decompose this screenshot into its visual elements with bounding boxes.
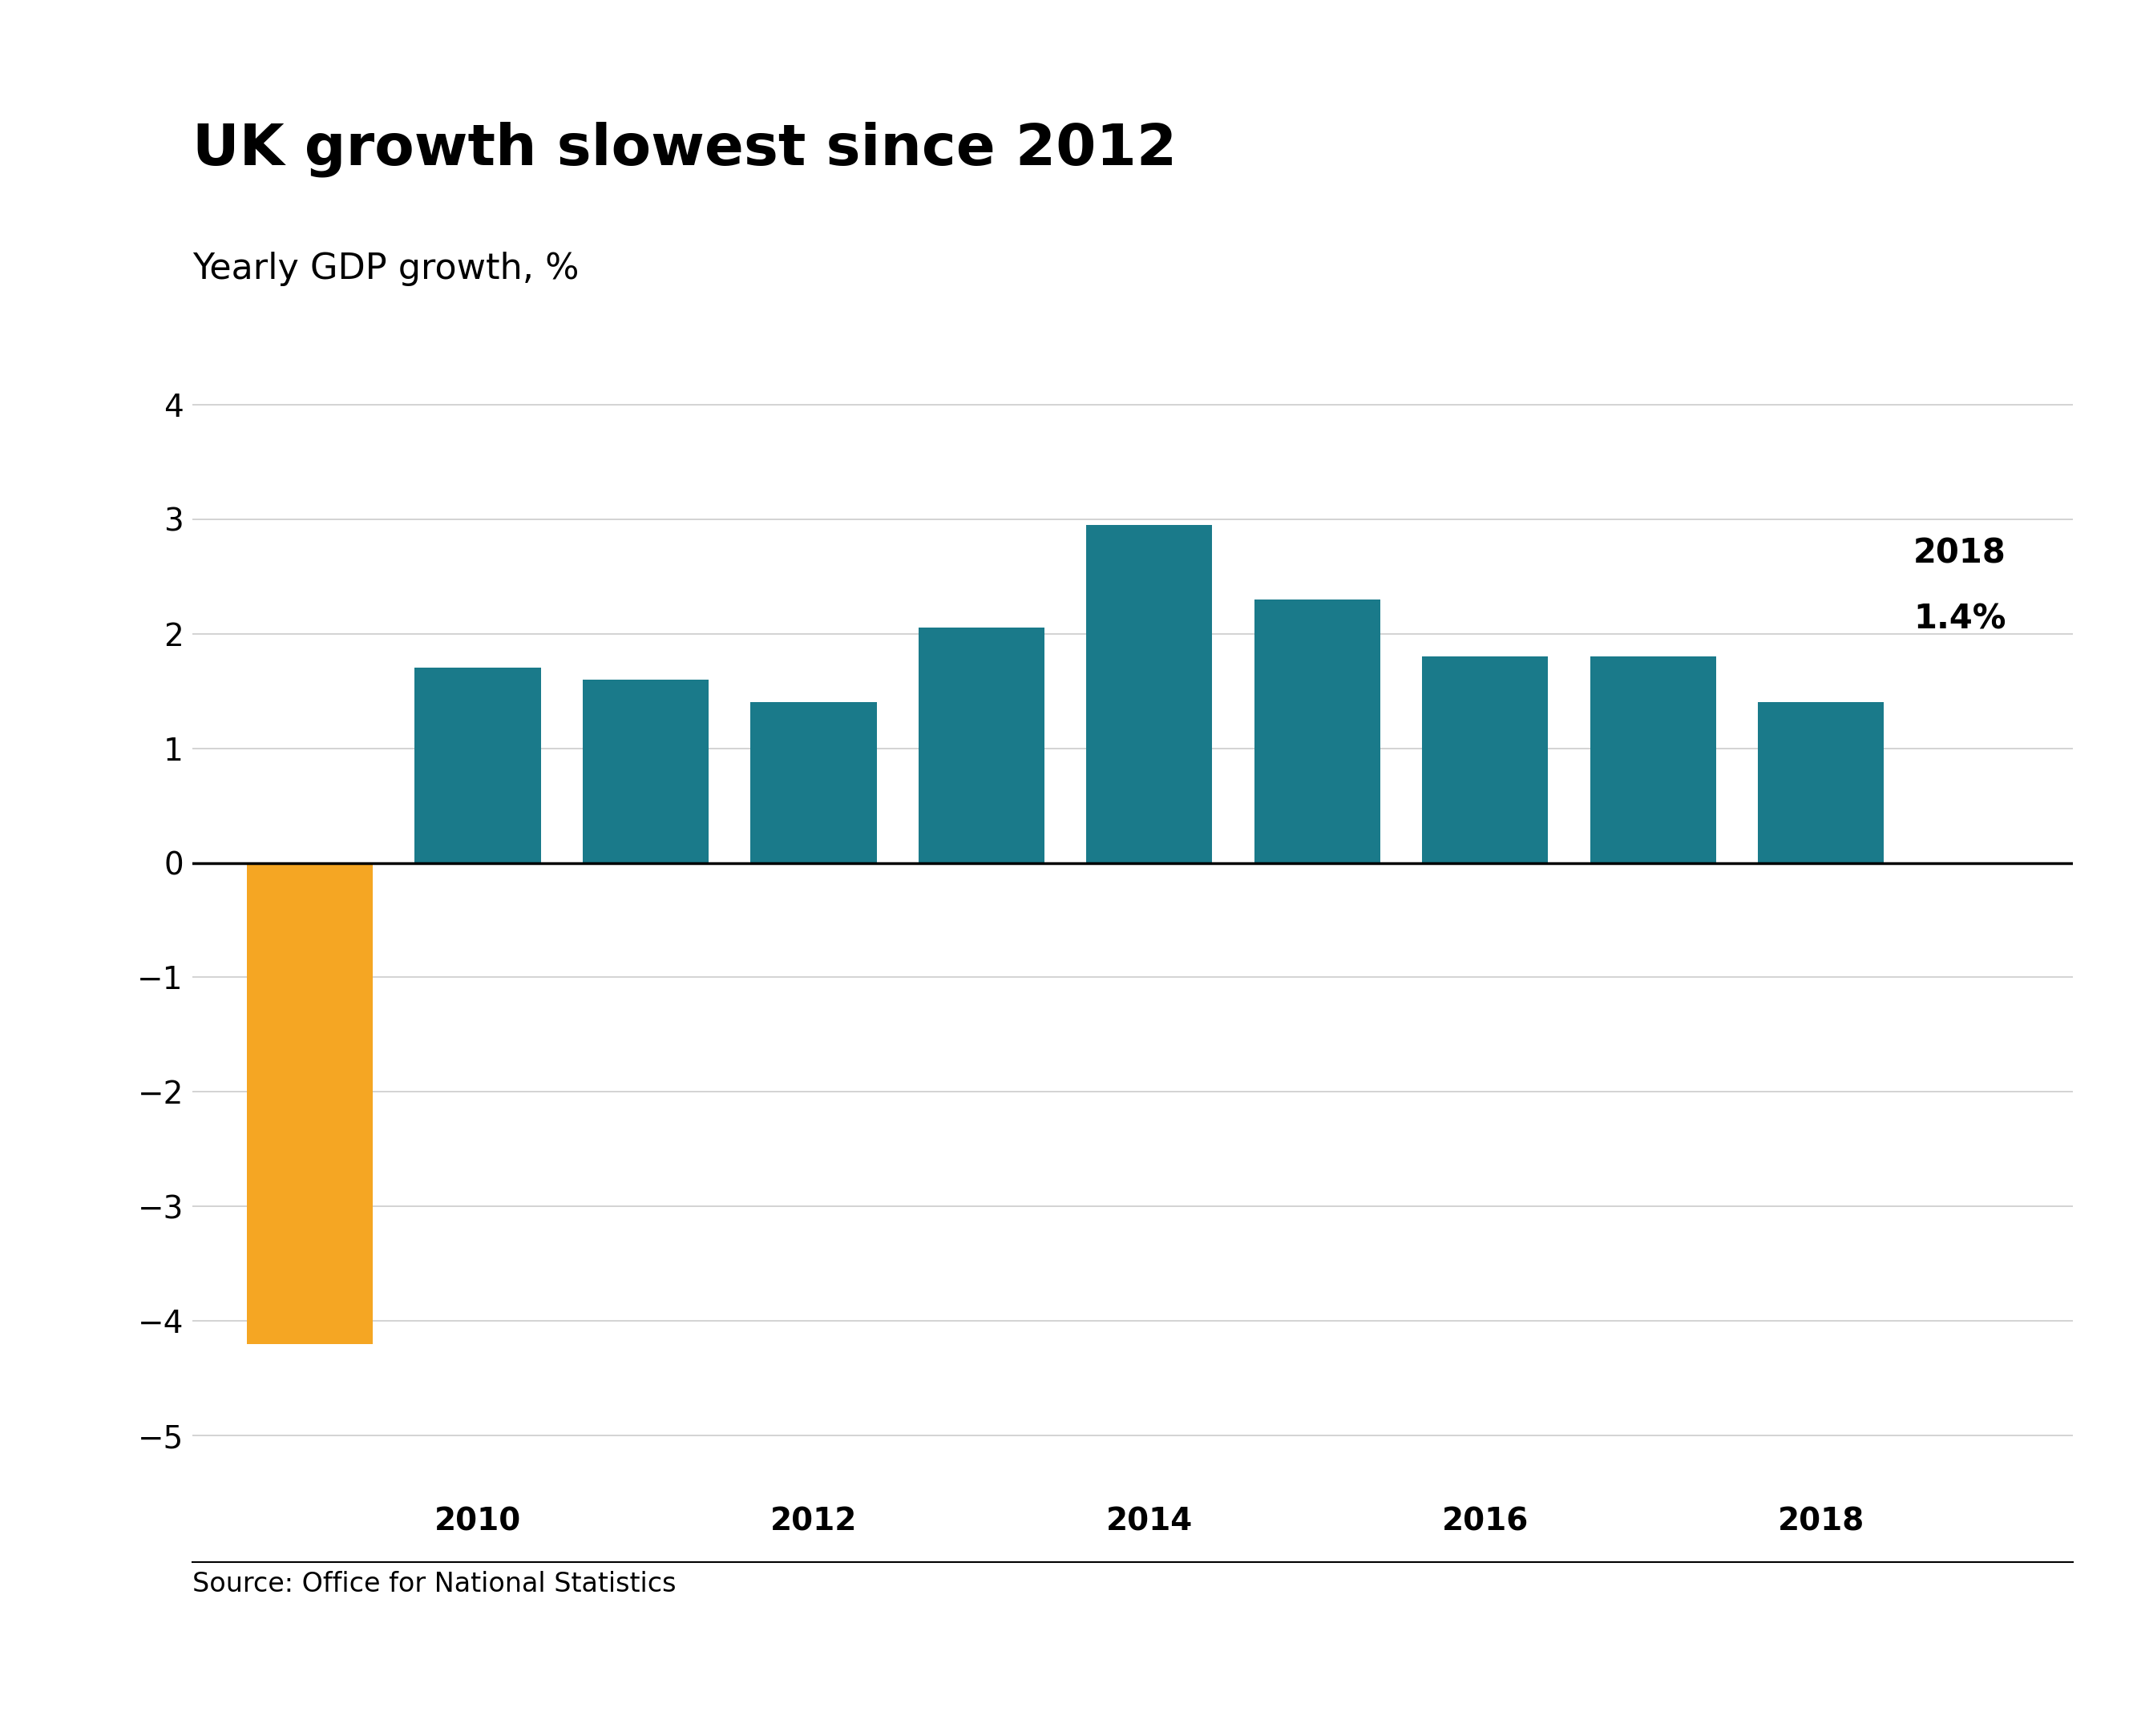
Text: 1.4%: 1.4% — [1913, 602, 2007, 637]
Bar — [1759, 703, 1885, 863]
Text: 2018: 2018 — [1913, 536, 2007, 569]
Bar — [1590, 656, 1716, 863]
Bar — [248, 863, 372, 1344]
Bar — [583, 679, 709, 863]
Text: UK growth slowest since 2012: UK growth slowest since 2012 — [192, 122, 1177, 177]
Text: Yearly GDP growth, %: Yearly GDP growth, % — [192, 252, 579, 286]
Bar — [919, 628, 1045, 863]
Bar — [750, 703, 876, 863]
Bar — [1086, 524, 1212, 863]
Bar — [1423, 656, 1547, 863]
Text: Source: Office for National Statistics: Source: Office for National Statistics — [192, 1571, 675, 1597]
Bar — [1254, 599, 1381, 863]
Text: BBC: BBC — [1968, 1585, 2039, 1613]
Bar — [415, 668, 541, 863]
